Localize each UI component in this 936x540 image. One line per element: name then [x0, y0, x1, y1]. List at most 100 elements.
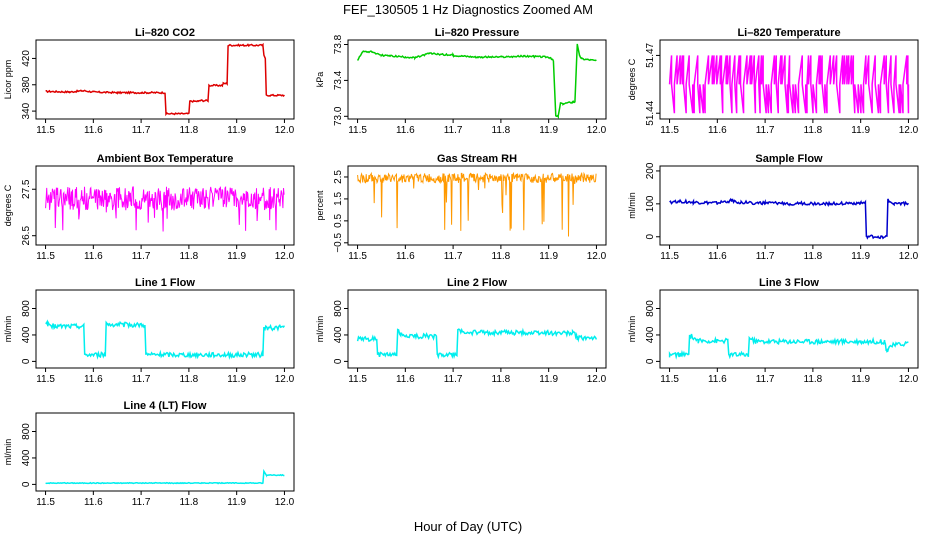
x-tick-label: 11.7	[444, 251, 463, 262]
series-line	[668, 55, 910, 114]
x-tick-label: 11.6	[84, 125, 103, 136]
y-axis-label: degrees C	[627, 58, 637, 100]
panel-title: Line 2 Flow	[447, 277, 507, 289]
y-tick-label: 800	[21, 300, 32, 317]
panel-8: Line 2 Flow 11.5 11.6 11.7 11.8 11.9 12.0 0 400 8…	[315, 277, 607, 385]
panel-title: Line 1 Flow	[135, 277, 195, 289]
x-tick-label: 11.9	[227, 251, 246, 262]
x-tick-label: 11.9	[539, 251, 558, 262]
y-tick-label: 2.5	[333, 170, 344, 184]
figure-xlabel: Hour of Day (UTC)	[414, 519, 522, 534]
y-axis-label: ml/min	[3, 316, 13, 343]
x-tick-label: 12.0	[899, 374, 919, 385]
y-tick-label: 0	[21, 358, 32, 364]
x-tick-label: 11.5	[660, 125, 679, 136]
panel-2: Li–820 Pressure 11.5 11.6 11.7 11.8 11.9 12.0 7…	[315, 27, 607, 136]
y-axis-label: degrees C	[3, 184, 13, 226]
y-tick-label: 400	[21, 449, 32, 466]
panel-title: Ambient Box Temperature	[97, 153, 234, 165]
y-tick-label: 51.47	[645, 42, 656, 67]
panel-title: Line 3 Flow	[759, 277, 819, 289]
x-tick-label: 11.5	[348, 251, 367, 262]
y-tick-label: 0	[645, 234, 656, 240]
x-tick-label: 11.9	[851, 251, 870, 262]
y-tick-label: −0.5	[333, 233, 344, 253]
x-tick-label: 11.6	[708, 251, 727, 262]
panels: Li–820 CO2 11.5 11.6 11.7 11.8 11.9 12.0 340 380…	[3, 27, 919, 508]
y-tick-label: 0.5	[333, 213, 344, 227]
panel-4: Ambient Box Temperature 11.5 11.6 11.7 11.8 1…	[3, 153, 295, 262]
panel-1: Li–820 CO2 11.5 11.6 11.7 11.8 11.9 12.0 340 380…	[3, 27, 295, 136]
x-tick-label: 11.9	[227, 125, 246, 136]
x-tick-label: 11.5	[348, 374, 367, 385]
x-tick-label: 11.5	[36, 374, 55, 385]
y-tick-label: 380	[21, 76, 32, 93]
x-tick-label: 11.7	[132, 251, 151, 262]
x-tick-label: 11.7	[444, 125, 463, 136]
x-tick-label: 11.5	[660, 251, 679, 262]
x-tick-label: 12.0	[899, 125, 919, 136]
x-tick-label: 11.7	[132, 374, 151, 385]
x-tick-label: 12.0	[275, 497, 295, 508]
x-tick-label: 11.7	[132, 125, 151, 136]
x-tick-label: 11.5	[36, 497, 55, 508]
y-tick-label: 800	[21, 423, 32, 440]
panel-title: Sample Flow	[755, 153, 823, 165]
panel-title: Li–820 Temperature	[737, 27, 840, 39]
y-tick-label: 200	[645, 162, 656, 179]
x-tick-label: 11.8	[180, 374, 199, 385]
panel-title: Li–820 Pressure	[435, 27, 519, 39]
y-tick-label: 73.0	[333, 106, 344, 126]
y-tick-label: 51.44	[645, 100, 656, 125]
x-tick-label: 11.5	[348, 125, 367, 136]
x-tick-label: 11.8	[804, 251, 823, 262]
panel-10: Line 4 (LT) Flow 11.5 11.6 11.7 11.8 11.9 12.0…	[3, 400, 295, 508]
y-axis-label: percent	[315, 190, 325, 221]
series-line	[45, 468, 285, 485]
x-tick-label: 11.6	[396, 374, 415, 385]
y-axis-label: ml/min	[627, 316, 637, 343]
panel-frame	[659, 289, 919, 369]
series-line	[45, 185, 285, 232]
x-tick-label: 11.6	[396, 251, 415, 262]
y-tick-label: 1.5	[333, 192, 344, 206]
panel-7: Line 1 Flow 11.5 11.6 11.7 11.8 11.9 12.0 0 400 8…	[3, 277, 295, 385]
x-tick-label: 11.5	[36, 251, 55, 262]
y-tick-label: 0	[645, 358, 656, 364]
x-tick-label: 11.8	[180, 251, 199, 262]
y-tick-label: 400	[21, 326, 32, 343]
x-tick-label: 11.8	[492, 125, 511, 136]
y-tick-label: 340	[21, 102, 32, 119]
y-tick-label: 27.5	[21, 179, 32, 199]
series-line	[668, 333, 909, 360]
panel-frame	[35, 39, 295, 120]
series-line	[357, 171, 597, 237]
series-line	[356, 43, 597, 119]
panel-title: Line 4 (LT) Flow	[124, 400, 207, 412]
x-tick-label: 11.8	[180, 497, 199, 508]
figure-title: FEF_130505 1 Hz Diagnostics Zoomed AM	[343, 2, 593, 17]
panel-frame	[35, 412, 295, 492]
x-tick-label: 12.0	[275, 374, 295, 385]
y-axis-label: ml/min	[627, 192, 637, 219]
x-tick-label: 12.0	[587, 251, 607, 262]
y-tick-label: 0	[21, 481, 32, 487]
x-tick-label: 12.0	[587, 374, 607, 385]
x-tick-label: 11.8	[492, 251, 511, 262]
x-tick-label: 11.5	[660, 374, 679, 385]
x-tick-label: 11.8	[180, 125, 199, 136]
x-tick-label: 11.6	[708, 374, 727, 385]
x-tick-label: 11.6	[396, 125, 415, 136]
x-tick-label: 11.6	[84, 251, 103, 262]
y-tick-label: 800	[645, 300, 656, 317]
x-tick-label: 12.0	[275, 251, 295, 262]
x-tick-label: 11.7	[756, 251, 775, 262]
y-axis-label: kPa	[315, 72, 325, 88]
y-tick-label: 0	[333, 358, 344, 364]
x-tick-label: 12.0	[587, 125, 607, 136]
y-axis-label: ml/min	[315, 316, 325, 343]
x-tick-label: 11.9	[227, 374, 246, 385]
x-tick-label: 11.6	[84, 497, 103, 508]
x-tick-label: 11.9	[227, 497, 246, 508]
